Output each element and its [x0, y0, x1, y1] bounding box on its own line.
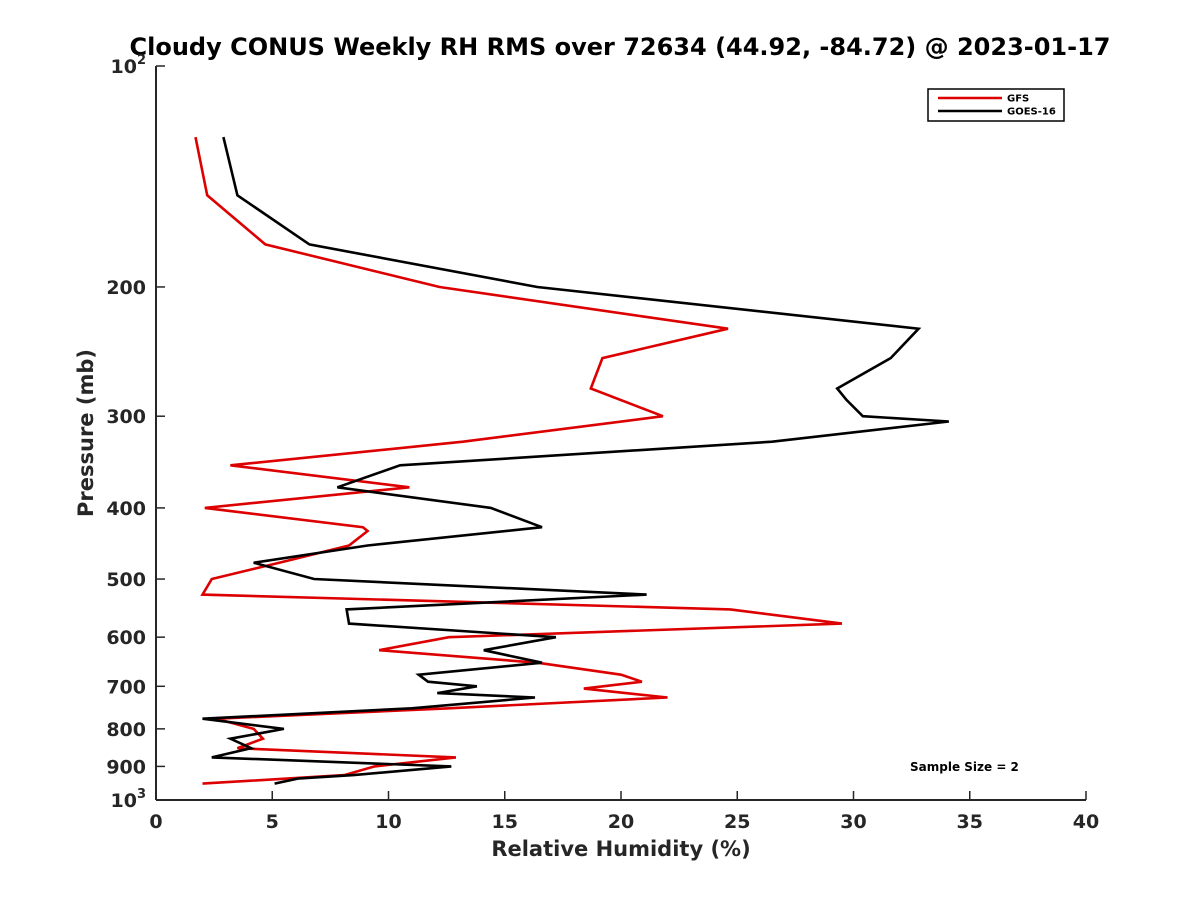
- plot-area: [156, 66, 1086, 800]
- legend-label-goes16: GOES-16: [1007, 107, 1056, 118]
- x-axis-label: Relative Humidity (%): [491, 837, 750, 861]
- series-line-gfs: [194, 136, 843, 785]
- x-ticks: 0 5 10 15 20 25 30 35 40: [149, 791, 1099, 833]
- x-tick-label: 15: [492, 811, 518, 833]
- y-tick-label: 600: [106, 627, 146, 649]
- x-tick-label: 5: [266, 811, 279, 833]
- y-tick-label: 500: [106, 569, 146, 591]
- y-tick-label-bottom: 103: [111, 787, 147, 812]
- legend: GFS GOES-16: [927, 88, 1065, 122]
- series-layer: [194, 136, 949, 785]
- y-axis-label: Pressure (mb): [74, 349, 98, 517]
- y-tick-label: 400: [106, 498, 146, 520]
- sample-size-annotation: Sample Size = 2: [910, 760, 1019, 774]
- legend-box: [927, 88, 1065, 122]
- x-tick-label: 35: [957, 811, 983, 833]
- series-line-goes16: [202, 136, 949, 785]
- y-tick-label: 700: [106, 676, 146, 698]
- y-tick-label: 900: [106, 756, 146, 778]
- x-tick-label: 0: [149, 811, 162, 833]
- y-tick-label: 200: [106, 277, 146, 299]
- x-tick-label: 25: [724, 811, 750, 833]
- x-tick-label: 30: [840, 811, 866, 833]
- legend-label-gfs: GFS: [1007, 94, 1029, 105]
- x-tick-label: 40: [1073, 811, 1099, 833]
- y-tick-label: 300: [106, 406, 146, 428]
- y-ticks: 200 300 400 500 600 700 800 900 102 103: [106, 53, 165, 812]
- y-tick-label-top: 102: [111, 53, 147, 78]
- y-tick-label: 800: [106, 719, 146, 741]
- plot-background: [156, 66, 1086, 800]
- x-tick-label: 10: [375, 811, 401, 833]
- chart-title: Cloudy CONUS Weekly RH RMS over 72634 (4…: [130, 33, 1111, 61]
- x-tick-label: 20: [608, 811, 634, 833]
